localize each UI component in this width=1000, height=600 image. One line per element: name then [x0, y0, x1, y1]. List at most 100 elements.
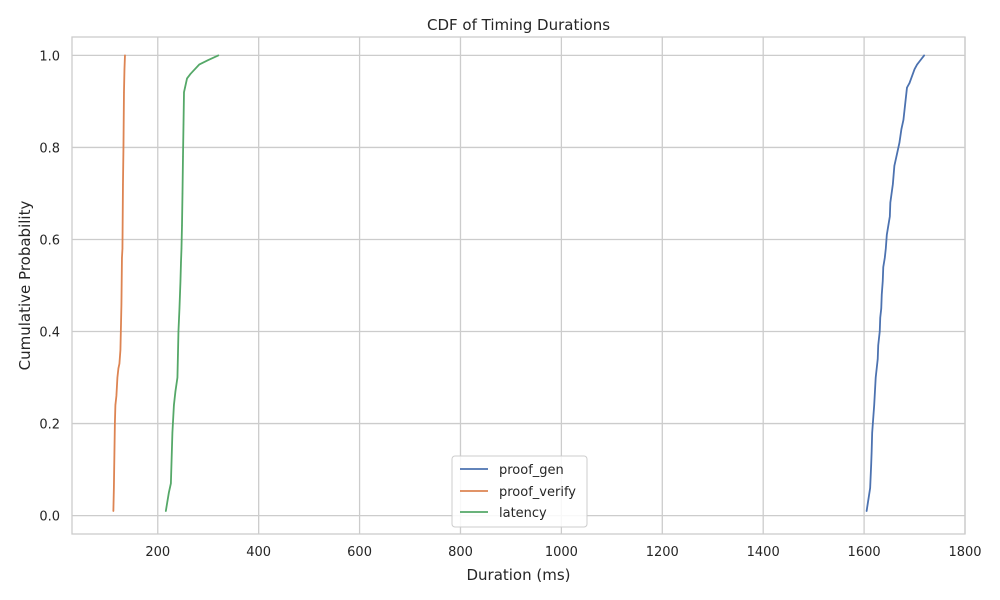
- plot-frame: [71, 36, 966, 535]
- data-point: [923, 54, 925, 57]
- data-point: [179, 280, 182, 282]
- series-lines: [112, 54, 926, 512]
- series-proof-verify: [112, 54, 126, 512]
- data-point: [116, 376, 119, 379]
- data-point: [879, 330, 881, 333]
- data-point: [920, 59, 922, 61]
- y-tick-label: 1.0: [39, 49, 60, 64]
- data-point: [170, 482, 172, 484]
- x-tick-label: 800: [448, 545, 473, 560]
- data-point: [881, 294, 883, 296]
- y-tick-label: 0.6: [39, 233, 60, 248]
- y-tick-label: 0.4: [39, 326, 60, 341]
- tick-labels: 200 400 600 800 1000 1200 1400 1600 1800 0.0 0.2 0.…: [39, 49, 981, 560]
- data-point: [177, 353, 179, 356]
- data-point: [112, 510, 114, 512]
- data-point: [123, 68, 126, 70]
- data-point: [882, 280, 884, 282]
- data-point: [916, 64, 918, 66]
- data-point: [180, 261, 182, 264]
- data-point: [895, 156, 897, 158]
- x-axis-label: Duration (ms): [466, 566, 570, 584]
- x-tick-label: 600: [347, 545, 372, 560]
- data-point: [178, 307, 181, 310]
- y-tick-label: 0.0: [39, 510, 60, 525]
- data-point: [217, 54, 219, 57]
- data-point: [177, 330, 180, 333]
- data-point: [113, 487, 115, 489]
- data-point: [117, 367, 120, 369]
- data-point: [165, 510, 167, 512]
- data-point: [872, 418, 874, 420]
- data-point: [873, 404, 875, 406]
- y-tick-label: 0.8: [39, 141, 60, 156]
- data-point: [886, 234, 888, 236]
- data-point: [879, 317, 881, 319]
- chart-title: CDF of Timing Durations: [427, 16, 610, 34]
- data-point: [866, 510, 868, 512]
- data-point: [121, 248, 124, 250]
- data-point: [120, 326, 122, 328]
- data-point: [870, 464, 872, 466]
- data-point: [871, 432, 873, 434]
- data-point: [198, 64, 200, 66]
- data-point: [119, 349, 122, 351]
- data-point: [114, 404, 116, 406]
- data-point: [906, 87, 908, 89]
- data-point: [123, 91, 125, 93]
- legend-label-proof-gen: proof_gen: [499, 463, 564, 478]
- data-point: [122, 146, 125, 149]
- data-point: [118, 363, 121, 365]
- data-point: [181, 225, 183, 227]
- data-point: [869, 487, 871, 489]
- data-point: [877, 344, 879, 346]
- data-point: [186, 77, 188, 80]
- y-axis-label: Cumulative Probability: [16, 201, 34, 371]
- data-point: [882, 266, 884, 268]
- data-point: [173, 404, 175, 406]
- data-point: [207, 59, 209, 61]
- data-point: [121, 257, 123, 259]
- data-point: [902, 119, 905, 121]
- data-point: [887, 225, 889, 227]
- x-tick-label: 400: [246, 545, 271, 560]
- data-point: [898, 142, 901, 144]
- x-tick-label: 1000: [545, 545, 578, 560]
- data-point: [113, 455, 115, 457]
- data-point: [174, 390, 177, 392]
- x-tick-label: 200: [145, 545, 170, 560]
- data-point: [874, 386, 876, 388]
- data-point: [913, 68, 916, 70]
- series-proof-gen: [865, 54, 926, 512]
- data-point: [875, 376, 877, 379]
- data-point: [889, 215, 891, 218]
- data-point: [176, 376, 179, 379]
- data-point: [114, 422, 116, 425]
- data-point: [880, 307, 882, 310]
- data-point: [182, 123, 185, 126]
- data-point: [889, 202, 891, 204]
- data-point: [181, 192, 184, 195]
- data-point: [166, 501, 168, 503]
- data-point: [876, 367, 878, 369]
- data-point: [168, 491, 170, 494]
- data-point: [904, 105, 906, 107]
- legend-label-latency: latency: [499, 506, 547, 521]
- legend: proof_gen proof_verify latency: [451, 455, 588, 528]
- data-point: [120, 303, 123, 305]
- data-point: [189, 73, 192, 75]
- data-point: [871, 450, 873, 452]
- data-point: [877, 358, 879, 360]
- data-point: [171, 432, 173, 434]
- data-point: [180, 248, 183, 250]
- legend-box: [451, 455, 588, 528]
- data-point: [122, 183, 124, 185]
- x-tick-label: 1800: [948, 545, 981, 560]
- data-point: [900, 128, 903, 130]
- series-latency: [164, 54, 220, 512]
- y-tick-label: 0.2: [39, 418, 60, 433]
- data-point: [892, 183, 894, 185]
- data-point: [885, 248, 887, 250]
- x-tick-label: 1200: [646, 545, 679, 560]
